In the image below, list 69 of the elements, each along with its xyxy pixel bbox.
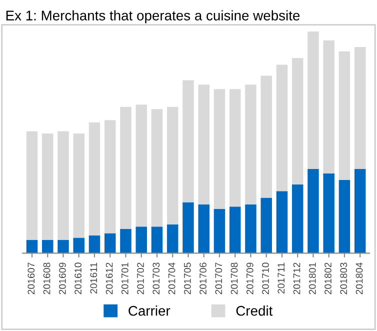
bar <box>260 198 272 254</box>
bar <box>276 191 288 254</box>
x-tick-label: 201703 <box>152 262 160 294</box>
x-tick-label: 201608 <box>43 262 50 294</box>
bar <box>198 204 210 254</box>
x-tick-label: 201708 <box>230 262 238 294</box>
x-tick-label: 201609 <box>58 262 66 294</box>
bar <box>182 80 194 202</box>
x-tick-label: 201707 <box>215 262 222 294</box>
bar <box>120 106 132 229</box>
x-tick-label: 201706 <box>200 262 206 294</box>
bar <box>292 58 304 184</box>
bar <box>182 202 194 254</box>
bar <box>58 131 69 240</box>
x-tick-label: 201611 <box>90 262 98 294</box>
x-tick-label: 201705 <box>184 262 191 294</box>
x-tick-label: 201612 <box>106 262 113 294</box>
x-tick-label: 201803 <box>340 262 348 294</box>
bar <box>338 180 350 254</box>
x-tick-label: 201712 <box>293 262 300 294</box>
x-tick-label: 201711 <box>278 262 285 294</box>
bar <box>276 64 288 192</box>
bar <box>214 89 226 209</box>
bar <box>73 238 84 254</box>
bar <box>229 206 241 254</box>
bar <box>214 208 226 254</box>
x-tick-label: 201801 <box>308 262 316 294</box>
bar <box>104 120 116 234</box>
x-tick-label: 201804 <box>356 262 363 294</box>
bar <box>166 224 178 254</box>
bar <box>42 133 54 240</box>
bar <box>292 184 304 254</box>
bar <box>245 84 256 204</box>
legend-label: Credit <box>236 306 273 316</box>
x-tick-label: 201610 <box>74 262 82 294</box>
bar <box>26 131 38 240</box>
x-tick-label: 201802 <box>324 262 332 294</box>
bar <box>136 226 147 254</box>
legend-label: Carrier <box>128 306 170 316</box>
x-tick-label: 201607 <box>28 262 35 294</box>
bar <box>260 76 272 198</box>
bar <box>73 133 84 238</box>
bar <box>88 235 100 254</box>
bar <box>120 228 132 254</box>
bar <box>151 109 163 227</box>
bar <box>308 168 319 254</box>
bar <box>354 168 366 254</box>
bar <box>88 122 100 236</box>
x-tick-label: 201702 <box>137 262 144 294</box>
bar <box>151 226 163 254</box>
bar <box>166 106 178 224</box>
x-tick-label: 201710 <box>262 262 269 294</box>
x-tick-label: 201701 <box>121 262 128 294</box>
bar <box>58 240 69 254</box>
bar <box>229 89 241 207</box>
bar <box>245 204 256 254</box>
bar <box>308 31 319 169</box>
bar <box>354 46 366 169</box>
bar <box>338 51 350 180</box>
x-tick-label: 201704 <box>168 262 176 294</box>
chart-title: Ex 1: Merchants that operates a cuisine website <box>6 10 300 24</box>
bar <box>323 173 334 254</box>
x-tick-label: 201709 <box>246 262 254 294</box>
bar <box>323 40 334 174</box>
bar <box>104 233 116 254</box>
bar <box>26 240 38 254</box>
bar <box>136 104 147 227</box>
bar <box>42 240 54 254</box>
bar <box>198 84 210 204</box>
